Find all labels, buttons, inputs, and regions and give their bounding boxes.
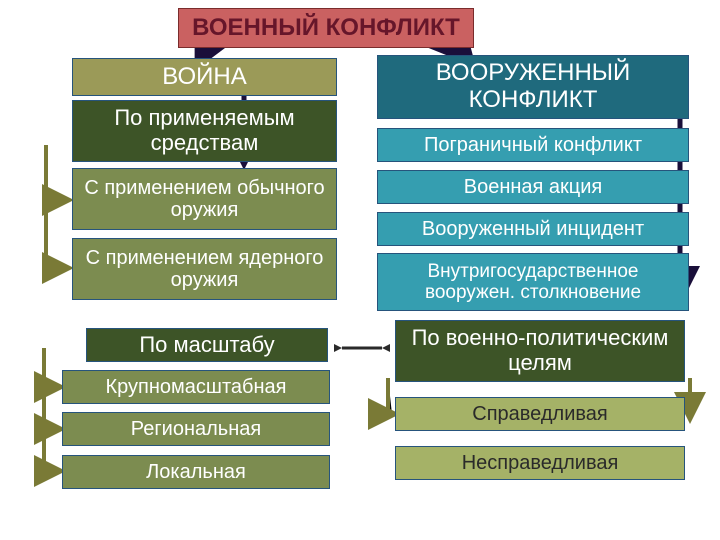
item-nuclear: С применением ядерного оружия: [72, 238, 337, 300]
group-means-label: По применяемым средствам: [79, 106, 330, 155]
item-internal: Внутригосударственное вооружен. столкнов…: [377, 253, 689, 311]
item-regional-label: Региональная: [131, 418, 261, 440]
item-conventional: С применением обычного оружия: [72, 168, 337, 230]
item-large-label: Крупномасштабная: [106, 376, 287, 398]
item-unjust: Несправедливая: [395, 446, 685, 480]
armed-label: ВООРУЖЕННЫЙ КОНФЛИКТ: [384, 60, 682, 114]
item-regional: Региональная: [62, 412, 330, 446]
group-goals-label: По военно-политическим целям: [402, 326, 678, 375]
item-action-label: Военная акция: [464, 176, 603, 198]
item-large: Крупномасштабная: [62, 370, 330, 404]
item-nuclear-label: С применением ядерного оружия: [79, 247, 330, 292]
diagram-root: { "colors": { "root_bg": "#ca6161", "roo…: [0, 0, 720, 540]
armed-header: ВООРУЖЕННЫЙ КОНФЛИКТ: [377, 55, 689, 119]
item-just-label: Справедливая: [472, 403, 607, 425]
item-border-label: Пограничный конфликт: [424, 134, 642, 156]
item-conventional-label: С применением обычного оружия: [79, 177, 330, 222]
group-goals: По военно-политическим целям: [395, 320, 685, 382]
group-scale-label: По масштабу: [139, 333, 274, 358]
item-just: Справедливая: [395, 397, 685, 431]
item-action: Военная акция: [377, 170, 689, 204]
item-local-label: Локальная: [146, 461, 246, 483]
item-border: Пограничный конфликт: [377, 128, 689, 162]
war-label: ВОЙНА: [162, 64, 246, 91]
item-incident: Вооруженный инцидент: [377, 212, 689, 246]
item-unjust-label: Несправедливая: [462, 452, 619, 474]
root-box: ВОЕННЫЙ КОНФЛИКТ: [178, 8, 474, 48]
arrow-to-just-left: [388, 378, 392, 414]
group-means: По применяемым средствам: [72, 100, 337, 162]
war-header: ВОЙНА: [72, 58, 337, 96]
item-local: Локальная: [62, 455, 330, 489]
item-incident-label: Вооруженный инцидент: [422, 218, 644, 240]
item-internal-label: Внутригосударственное вооружен. столкнов…: [384, 261, 682, 304]
group-scale: По масштабу: [86, 328, 328, 362]
root-label: ВОЕННЫЙ КОНФЛИКТ: [192, 15, 460, 42]
